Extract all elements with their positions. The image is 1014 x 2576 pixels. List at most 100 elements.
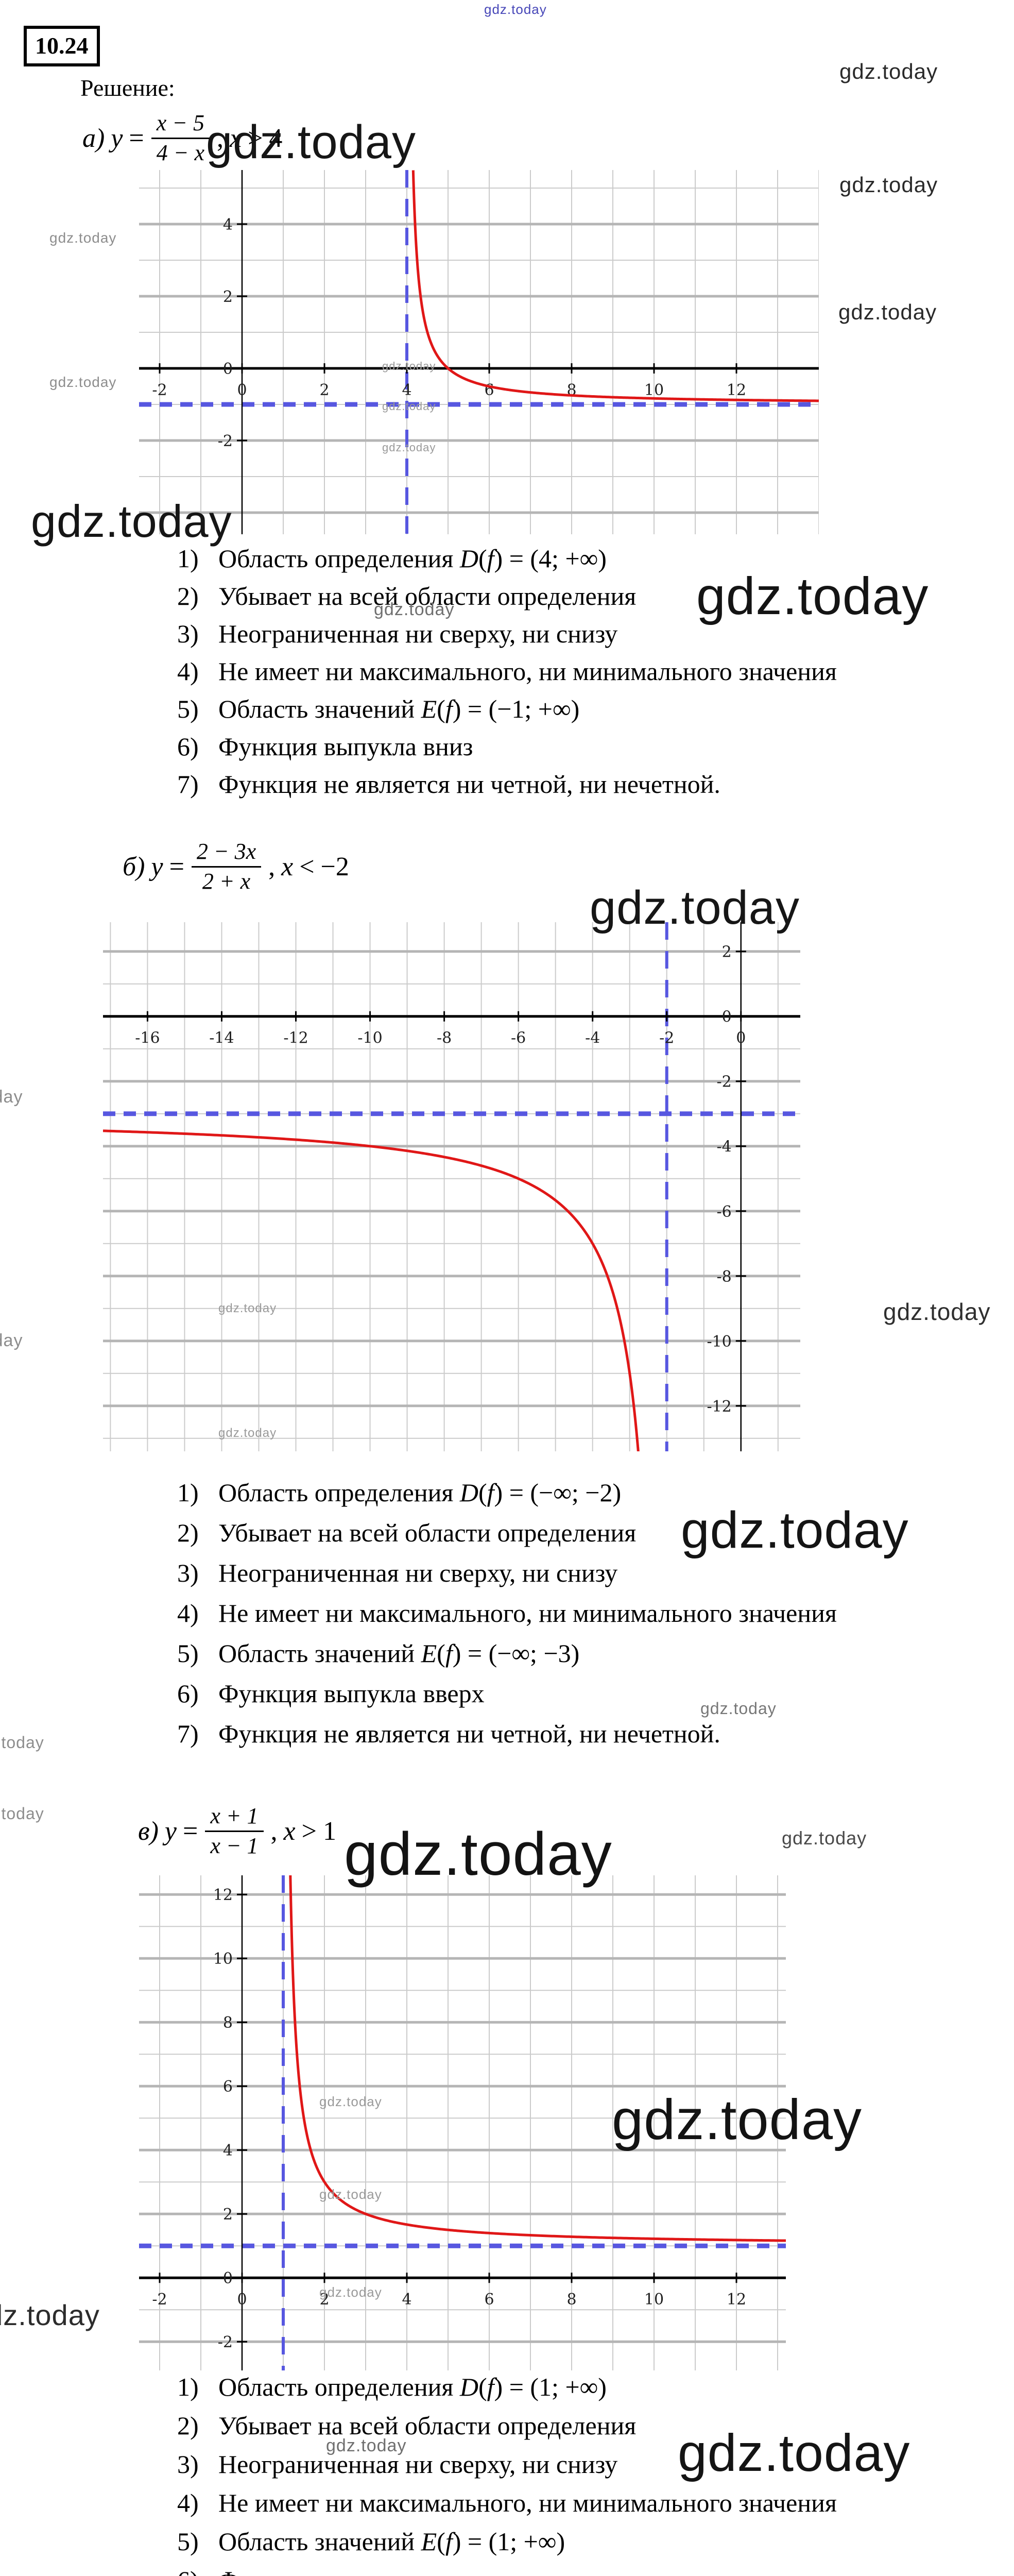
graph-v: -2 0 2 4 6 8 10 12 12 10 8 6 4 2 0 -2 xyxy=(139,1875,786,2370)
gdz-watermark: gdz.today xyxy=(319,2094,382,2109)
item-index: 7) xyxy=(177,770,199,799)
gdz-watermark: gdz.today xyxy=(0,1804,44,1823)
properties-list-a: 1) Область определения D(f) = (4; +∞) 2) Уб… xyxy=(177,540,837,803)
property-item: 2) Убывает на всей области определения xyxy=(177,578,837,615)
svg-text:-6: -6 xyxy=(511,1029,526,1047)
gdz-watermark: gdz.today xyxy=(218,1426,277,1440)
property-item: 5) Область значений E(f) = (−1; +∞) xyxy=(177,690,837,728)
func-var: y xyxy=(111,123,123,153)
svg-text:2: 2 xyxy=(722,943,732,961)
property-item: 6)Функция выпукла вниз xyxy=(177,2561,837,2576)
item-text: Область определения D(f) = (4; +∞) xyxy=(218,544,607,573)
gdz-watermark: gdz.today xyxy=(700,1699,777,1718)
part-label-b: б) xyxy=(123,852,145,882)
item-index: 5) xyxy=(177,1639,199,1668)
gdz-watermark: gdz.today xyxy=(319,2187,382,2202)
gdz-watermark: gdz.today xyxy=(0,1087,23,1107)
properties-list-v: 1) Область определения D(f) = (1; +∞) 2) Уб… xyxy=(177,2368,837,2576)
svg-text:-2: -2 xyxy=(152,2291,167,2309)
item-index: 5) xyxy=(177,2527,199,2556)
svg-text:0: 0 xyxy=(722,1008,732,1026)
svg-text:4: 4 xyxy=(223,216,233,234)
item-index: 4) xyxy=(177,1599,199,1628)
svg-text:-6: -6 xyxy=(717,1203,732,1221)
fraction: 2 − 3x 2 + x xyxy=(191,839,262,894)
item-index: 4) xyxy=(177,2488,199,2517)
gdz-watermark: gdz.today xyxy=(218,1301,277,1315)
svg-text:-16: -16 xyxy=(135,1029,160,1047)
item-index: 1) xyxy=(177,2372,199,2401)
svg-text:4: 4 xyxy=(402,2291,411,2309)
item-index: 3) xyxy=(177,2450,199,2479)
properties-list-b: 1) Область определения D(f) = (−∞; −2) 2) У… xyxy=(177,1472,837,1754)
property-item: 3) Неограниченная ни сверху, ни снизу xyxy=(177,2445,837,2484)
formula-v: в) y = x + 1 x − 1 , x > 1 xyxy=(138,1803,336,1858)
problem-number: 10.24 xyxy=(24,26,100,66)
svg-text:0: 0 xyxy=(237,2291,247,2309)
svg-text:-10: -10 xyxy=(707,1333,731,1351)
svg-text:10: 10 xyxy=(213,1950,233,1968)
gdz-watermark: gdz.today xyxy=(484,2,547,17)
svg-text:10: 10 xyxy=(644,381,664,399)
svg-text:12: 12 xyxy=(727,381,746,399)
property-item: 3) Неограниченная ни сверху, ни снизу xyxy=(177,1553,837,1593)
svg-text:6: 6 xyxy=(223,2078,233,2096)
property-item: 4) Не имеет ни максимального, ни минималь… xyxy=(177,2484,837,2522)
graph-b: -16 -14 -12 -10 -8 -6 -4 -2 0 2 0 -2 -4 -6 -8 -10 -12 xyxy=(103,922,800,1451)
property-item: 2) Убывает на всей области определения xyxy=(177,1513,837,1553)
item-text: Функция выпукла вниз xyxy=(218,2561,473,2576)
gdz-watermark: gdz.today xyxy=(382,441,436,454)
svg-text:-2: -2 xyxy=(152,381,167,399)
gdz-watermark: gdz.today xyxy=(590,882,800,934)
property-item: 4) Не имеет ни максимального, ни минималь… xyxy=(177,653,837,690)
fraction-numerator: x − 5 xyxy=(151,110,210,139)
gdz-watermark: gdz.today xyxy=(696,567,929,625)
gdz-watermark: gdz.today xyxy=(326,2436,407,2455)
gdz-watermark: gdz.today xyxy=(49,230,117,246)
gdz-watermark: gdz.today xyxy=(681,1501,909,1559)
gdz-watermark: gdz.today xyxy=(0,1733,44,1752)
svg-text:2: 2 xyxy=(319,381,329,399)
solution-label: Решение: xyxy=(80,75,175,101)
item-text: Убывает на всей области определения xyxy=(218,2411,637,2440)
formula-b: б) y = 2 − 3x 2 + x , x < −2 xyxy=(123,839,349,894)
property-item: 6)Функция выпукла вниз xyxy=(177,728,837,766)
svg-text:2: 2 xyxy=(223,288,233,306)
gdz-watermark: gdz.today xyxy=(839,173,938,197)
svg-text:12: 12 xyxy=(213,1886,233,1904)
property-item: 7) Функция не является ни четной, ни нече… xyxy=(177,766,837,803)
part-label-a: а) xyxy=(82,123,105,153)
item-text: Функция не является ни четной, ни нечетн… xyxy=(218,1719,720,1748)
svg-text:0: 0 xyxy=(223,360,233,378)
gdz-watermark: gdz.today xyxy=(374,600,455,619)
svg-text:2: 2 xyxy=(223,2206,233,2224)
fraction-denominator: 4 − x xyxy=(156,140,204,165)
item-index: 1) xyxy=(177,544,199,573)
item-index: 2) xyxy=(177,2411,199,2440)
item-text: Область значений E(f) = (−1; +∞) xyxy=(218,694,580,723)
item-index: 5) xyxy=(177,694,199,723)
svg-text:6: 6 xyxy=(484,2291,494,2309)
item-text: Область значений E(f) = (−∞; −3) xyxy=(218,1639,580,1668)
item-text: Функция не является ни четной, ни нечетн… xyxy=(218,770,720,799)
property-item: 1) Область определения D(f) = (4; +∞) xyxy=(177,540,837,578)
fraction: x − 5 4 − x xyxy=(151,110,210,166)
gdz-watermark: gdz.today xyxy=(31,496,232,547)
relation-sign: > xyxy=(248,123,263,153)
svg-text:-2: -2 xyxy=(218,432,233,450)
gdz-watermark: gdz.today xyxy=(678,2424,910,2482)
svg-text:-2: -2 xyxy=(717,1073,732,1091)
item-index: 6) xyxy=(177,732,199,761)
svg-text:8: 8 xyxy=(223,2014,233,2032)
gdz-watermark: gdz.today xyxy=(206,116,416,168)
item-text: Неограниченная ни сверху, ни снизу xyxy=(218,2450,618,2479)
item-index: 6) xyxy=(177,1679,199,1708)
item-text: Область определения D(f) = (−∞; −2) xyxy=(218,1478,622,1507)
item-text: Неограниченная ни сверху, ни снизу xyxy=(218,1558,618,1587)
item-text: Не имеет ни максимального, ни минимально… xyxy=(218,1599,837,1628)
gdz-watermark: gdz.today xyxy=(0,2299,100,2331)
svg-text:4: 4 xyxy=(223,2142,233,2160)
svg-text:-12: -12 xyxy=(283,1029,308,1047)
svg-text:8: 8 xyxy=(566,2291,576,2309)
property-item: 3) Неограниченная ни сверху, ни снизу xyxy=(177,615,837,653)
